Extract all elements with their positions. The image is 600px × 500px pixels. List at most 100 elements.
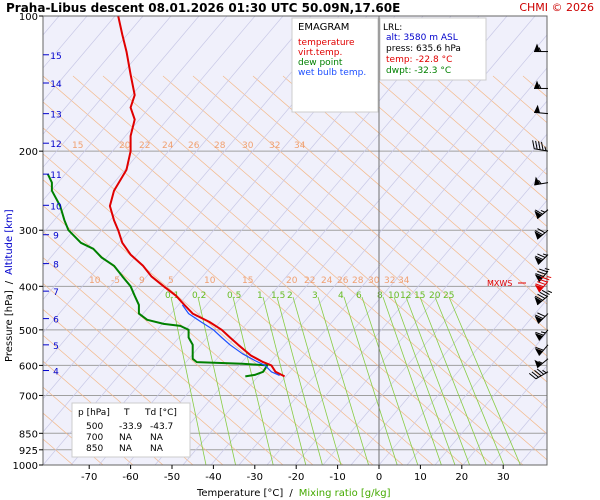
barb-pennant bbox=[534, 333, 543, 341]
altitude-tick-label: 11 bbox=[50, 171, 61, 181]
level-table bbox=[71, 402, 191, 458]
barb-pennant bbox=[534, 256, 543, 265]
barb-staff bbox=[536, 209, 549, 220]
dry-adiabat-line bbox=[43, 386, 134, 465]
isotherm-label: 32 bbox=[384, 276, 395, 286]
isotherm-line bbox=[43, 16, 228, 234]
lrl-altitude: alt: 3580 m ASL bbox=[386, 33, 458, 43]
mixing-ratio-label: 10 bbox=[388, 291, 400, 301]
isotherm-label: 10 bbox=[89, 276, 101, 286]
isotherm-label: 26 bbox=[188, 141, 200, 151]
isotherm-label: 10 bbox=[204, 276, 216, 286]
dry-adiabat-line bbox=[553, 76, 600, 465]
lrl-temperature: temp: -22.8 °C bbox=[386, 55, 452, 65]
barb-feather bbox=[539, 278, 548, 283]
barb-half-feather bbox=[538, 361, 543, 364]
barb-feather bbox=[541, 141, 544, 151]
x-tick-label: -10 bbox=[329, 472, 345, 483]
isotherm-line bbox=[70, 16, 452, 465]
y-tick-label: 700 bbox=[19, 391, 38, 402]
barb-feather bbox=[537, 281, 546, 285]
isotherm-line bbox=[98, 16, 480, 465]
x-tick-label: 30 bbox=[497, 472, 510, 483]
barb-feather bbox=[541, 276, 550, 281]
altitude-tick-label: 7 bbox=[53, 288, 59, 298]
x-axis-label: Temperature [°C] / Mixing ratio [g/kg] bbox=[196, 488, 391, 499]
mixing-ratio-label: 0.2 bbox=[192, 291, 206, 301]
dry-adiabat-line bbox=[132, 75, 547, 435]
barb-feather bbox=[539, 291, 548, 297]
isotherm-label: 15 bbox=[72, 141, 83, 151]
barb-half-feather bbox=[538, 179, 542, 185]
table-cell: NA bbox=[150, 433, 164, 443]
isotherm-label: 24 bbox=[321, 276, 333, 286]
altitude-tick-label: 8 bbox=[53, 261, 59, 271]
dry-adiabat-line bbox=[43, 179, 374, 465]
y-tick-label: 850 bbox=[19, 429, 38, 440]
barb-feather bbox=[528, 372, 537, 380]
lrl-dewpoint: dwpt: -32.3 °C bbox=[386, 66, 451, 76]
dry-adiabat-line bbox=[43, 101, 464, 465]
mixing-ratio-label: 0.5 bbox=[227, 291, 241, 301]
barb-pennant bbox=[534, 43, 540, 52]
credit-label: CHMI © 2026 bbox=[519, 1, 594, 14]
isotherm-line bbox=[43, 16, 116, 102]
mixing-ratio-line bbox=[448, 296, 521, 465]
barb-feather bbox=[534, 209, 543, 215]
barb-pennant bbox=[534, 176, 541, 186]
wind-barb bbox=[534, 80, 548, 89]
mxws-label: MXWS bbox=[487, 279, 512, 288]
barb-half-feather bbox=[544, 146, 547, 151]
isotherm-label: 22 bbox=[304, 276, 315, 286]
isotherm-line bbox=[0, 16, 3, 465]
barb-feather bbox=[537, 270, 546, 275]
mixing-ratio-label: 12 bbox=[400, 291, 411, 301]
legend-box bbox=[291, 17, 379, 113]
isotherm-line bbox=[575, 16, 600, 465]
dry-adiabat-line bbox=[102, 75, 547, 461]
barb-pennant bbox=[534, 296, 542, 305]
barb-feather bbox=[538, 141, 541, 150]
isotherm-line bbox=[546, 464, 547, 465]
dry-adiabat-line bbox=[72, 75, 524, 465]
barb-staff bbox=[536, 295, 549, 306]
isotherm-line bbox=[210, 67, 547, 465]
mixing-ratio-label: 8 bbox=[377, 291, 383, 301]
table-header-t: T bbox=[123, 408, 130, 418]
barb-feather bbox=[539, 268, 548, 273]
barb-half-feather bbox=[542, 369, 547, 374]
barb-half-feather bbox=[547, 290, 553, 294]
wind-barb bbox=[534, 329, 549, 341]
barb-feather bbox=[537, 228, 546, 234]
isotherm-label: 30 bbox=[368, 276, 380, 286]
dry-adiabat-line bbox=[43, 153, 404, 465]
mixing-ratio-label: 4 bbox=[338, 291, 344, 301]
axes: -70 -60 -50 -40 -30 -20 -10 0 10 20 30 100 200 300 400… bbox=[13, 12, 510, 483]
barb-half-feather bbox=[540, 210, 546, 213]
isotherm-label: 28 bbox=[214, 141, 226, 151]
barb-pennant bbox=[534, 284, 543, 293]
mixing-ratio-label: 1 bbox=[257, 291, 263, 301]
isotherm-label: 5 bbox=[168, 276, 174, 286]
isotherm-line bbox=[266, 133, 547, 465]
x-tick-label: -50 bbox=[164, 472, 180, 483]
dry-adiabat-line bbox=[312, 75, 547, 279]
wind-barb bbox=[534, 276, 552, 293]
isotherm-label: 20 bbox=[119, 141, 131, 151]
wind-barbs bbox=[528, 43, 553, 380]
isotherm-line bbox=[434, 332, 547, 465]
altitude-tick-label: 14 bbox=[50, 80, 62, 90]
barb-feather bbox=[537, 253, 546, 258]
wind-barb bbox=[534, 209, 549, 220]
series-dew-point bbox=[46, 173, 269, 378]
isotherm-line bbox=[294, 166, 547, 465]
mixing-ratio-line bbox=[343, 296, 398, 465]
wind-barb bbox=[528, 368, 549, 380]
isotherm-label: 9 bbox=[139, 276, 145, 286]
isotherm-line bbox=[43, 16, 284, 301]
barb-feather bbox=[534, 295, 543, 301]
isotherm-line bbox=[322, 199, 547, 465]
dry-adiabat-line bbox=[222, 75, 547, 357]
dry-adiabat-line bbox=[432, 75, 547, 176]
barb-pennant bbox=[534, 315, 543, 324]
